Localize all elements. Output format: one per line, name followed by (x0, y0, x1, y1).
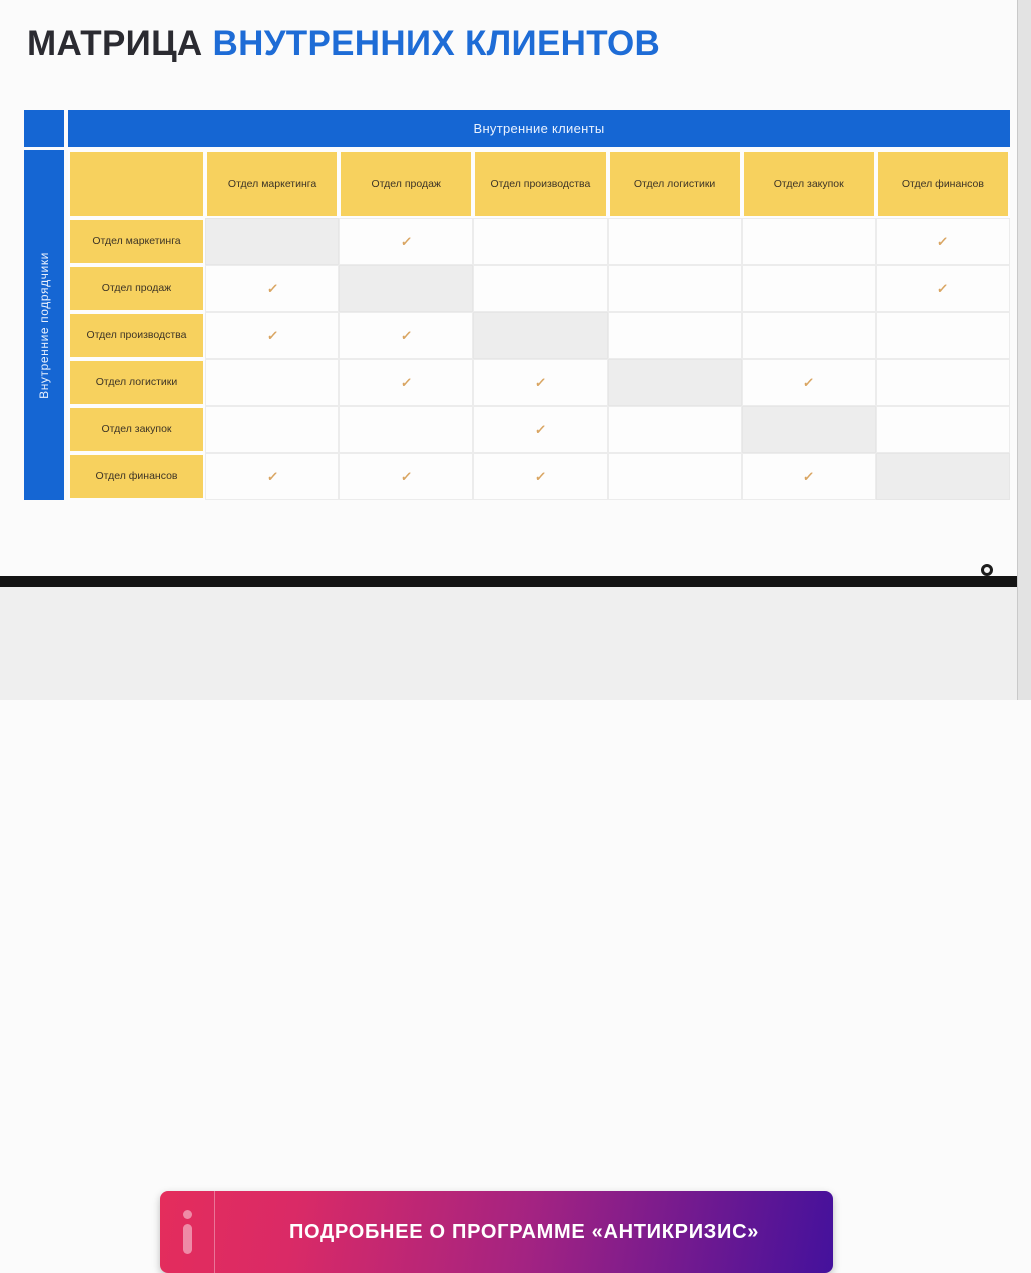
program-details-label: ПОДРОБНЕЕ О ПРОГРАММЕ «АНТИКРИЗИС» (288, 1220, 760, 1243)
check-icon: ✓ (533, 374, 547, 390)
matrix-cell: ✓ (741, 453, 876, 500)
matrix-cell (741, 406, 876, 453)
matrix-blank-corner (68, 150, 205, 218)
matrix-cell: ✓ (339, 218, 474, 265)
matrix-cell (339, 406, 474, 453)
row-header: Отдел производства (68, 312, 205, 359)
matrix-cell: ✓ (875, 218, 1010, 265)
check-icon: ✓ (265, 468, 279, 484)
check-icon: ✓ (399, 233, 413, 249)
column-header: Отдел продаж (339, 150, 474, 218)
contractors-header-band: Внутренние подрядчики (24, 150, 64, 500)
matrix-cell: ✓ (473, 359, 608, 406)
check-icon: ✓ (802, 374, 816, 390)
column-header: Отдел финансов (875, 150, 1010, 218)
matrix-cell (205, 359, 340, 406)
check-icon: ✓ (936, 233, 950, 249)
row-header: Отдел закупок (68, 406, 205, 453)
matrix-cell: ✓ (473, 453, 608, 500)
row-header: Отдел маркетинга (68, 218, 205, 265)
column-header: Отдел закупок (741, 150, 876, 218)
matrix-cell (473, 265, 608, 312)
matrix-cell (741, 218, 876, 265)
matrix-cell (607, 406, 742, 453)
matrix-cell (875, 312, 1010, 359)
matrix-cell (607, 265, 742, 312)
check-icon: ✓ (265, 327, 279, 343)
bottom-panel: ПОДРОБНЕЕ О ПРОГРАММЕ «АНТИКРИЗИС» (0, 587, 1031, 1273)
row-header: Отдел продаж (68, 265, 205, 312)
matrix-cell (607, 359, 742, 406)
slide-divider-bar (0, 576, 1017, 587)
check-icon: ✓ (265, 280, 279, 296)
page-title: МАТРИЦА ВНУТРЕННИХ КЛИЕНТОВ (27, 24, 660, 64)
clients-header-label: Внутренние клиенты (473, 121, 605, 136)
program-details-button[interactable]: ПОДРОБНЕЕ О ПРОГРАММЕ «АНТИКРИЗИС» (160, 1191, 833, 1273)
info-icon (160, 1191, 215, 1273)
check-icon: ✓ (936, 280, 950, 296)
matrix-cell: ✓ (741, 359, 876, 406)
matrix-cell (205, 218, 340, 265)
row-header: Отдел логистики (68, 359, 205, 406)
column-header: Отдел производства (473, 150, 608, 218)
matrix-cell (339, 265, 474, 312)
matrix-cell: ✓ (473, 406, 608, 453)
matrix-cell: ✓ (339, 312, 474, 359)
right-edge-strip (1017, 0, 1031, 700)
matrix-cell (473, 312, 608, 359)
matrix-cell (875, 359, 1010, 406)
matrix-cell: ✓ (339, 359, 474, 406)
clients-header-band: Внутренние клиенты (68, 110, 1010, 147)
matrix-cell (607, 218, 742, 265)
matrix-cell: ✓ (205, 312, 340, 359)
matrix-cell: ✓ (339, 453, 474, 500)
check-icon: ✓ (533, 468, 547, 484)
check-icon: ✓ (802, 468, 816, 484)
check-icon: ✓ (399, 374, 413, 390)
check-icon: ✓ (399, 327, 413, 343)
check-icon: ✓ (399, 468, 413, 484)
matrix-cell (205, 406, 340, 453)
matrix-cell (607, 453, 742, 500)
column-header: Отдел маркетинга (205, 150, 340, 218)
row-header: Отдел финансов (68, 453, 205, 500)
resize-handle[interactable] (981, 564, 993, 576)
contractors-header-label: Внутренние подрядчики (37, 251, 51, 399)
matrix-cell: ✓ (205, 453, 340, 500)
page-title-main: МАТРИЦА (27, 24, 203, 63)
matrix-cell (741, 312, 876, 359)
matrix-cell (741, 265, 876, 312)
check-icon: ✓ (533, 421, 547, 437)
column-header: Отдел логистики (607, 150, 742, 218)
matrix-cell (875, 453, 1010, 500)
matrix-cell (607, 312, 742, 359)
matrix-corner-cell (24, 110, 64, 147)
matrix-cell: ✓ (875, 265, 1010, 312)
matrix-cell (875, 406, 1010, 453)
internal-clients-matrix: Внутренние клиенты Внутренние подрядчики… (24, 110, 1010, 500)
page-title-accent: ВНУТРЕННИХ КЛИЕНТОВ (212, 24, 661, 63)
matrix-grid: Отдел маркетинга Отдел продаж Отдел произв… (68, 150, 1010, 500)
matrix-cell (473, 218, 608, 265)
matrix-cell: ✓ (205, 265, 340, 312)
